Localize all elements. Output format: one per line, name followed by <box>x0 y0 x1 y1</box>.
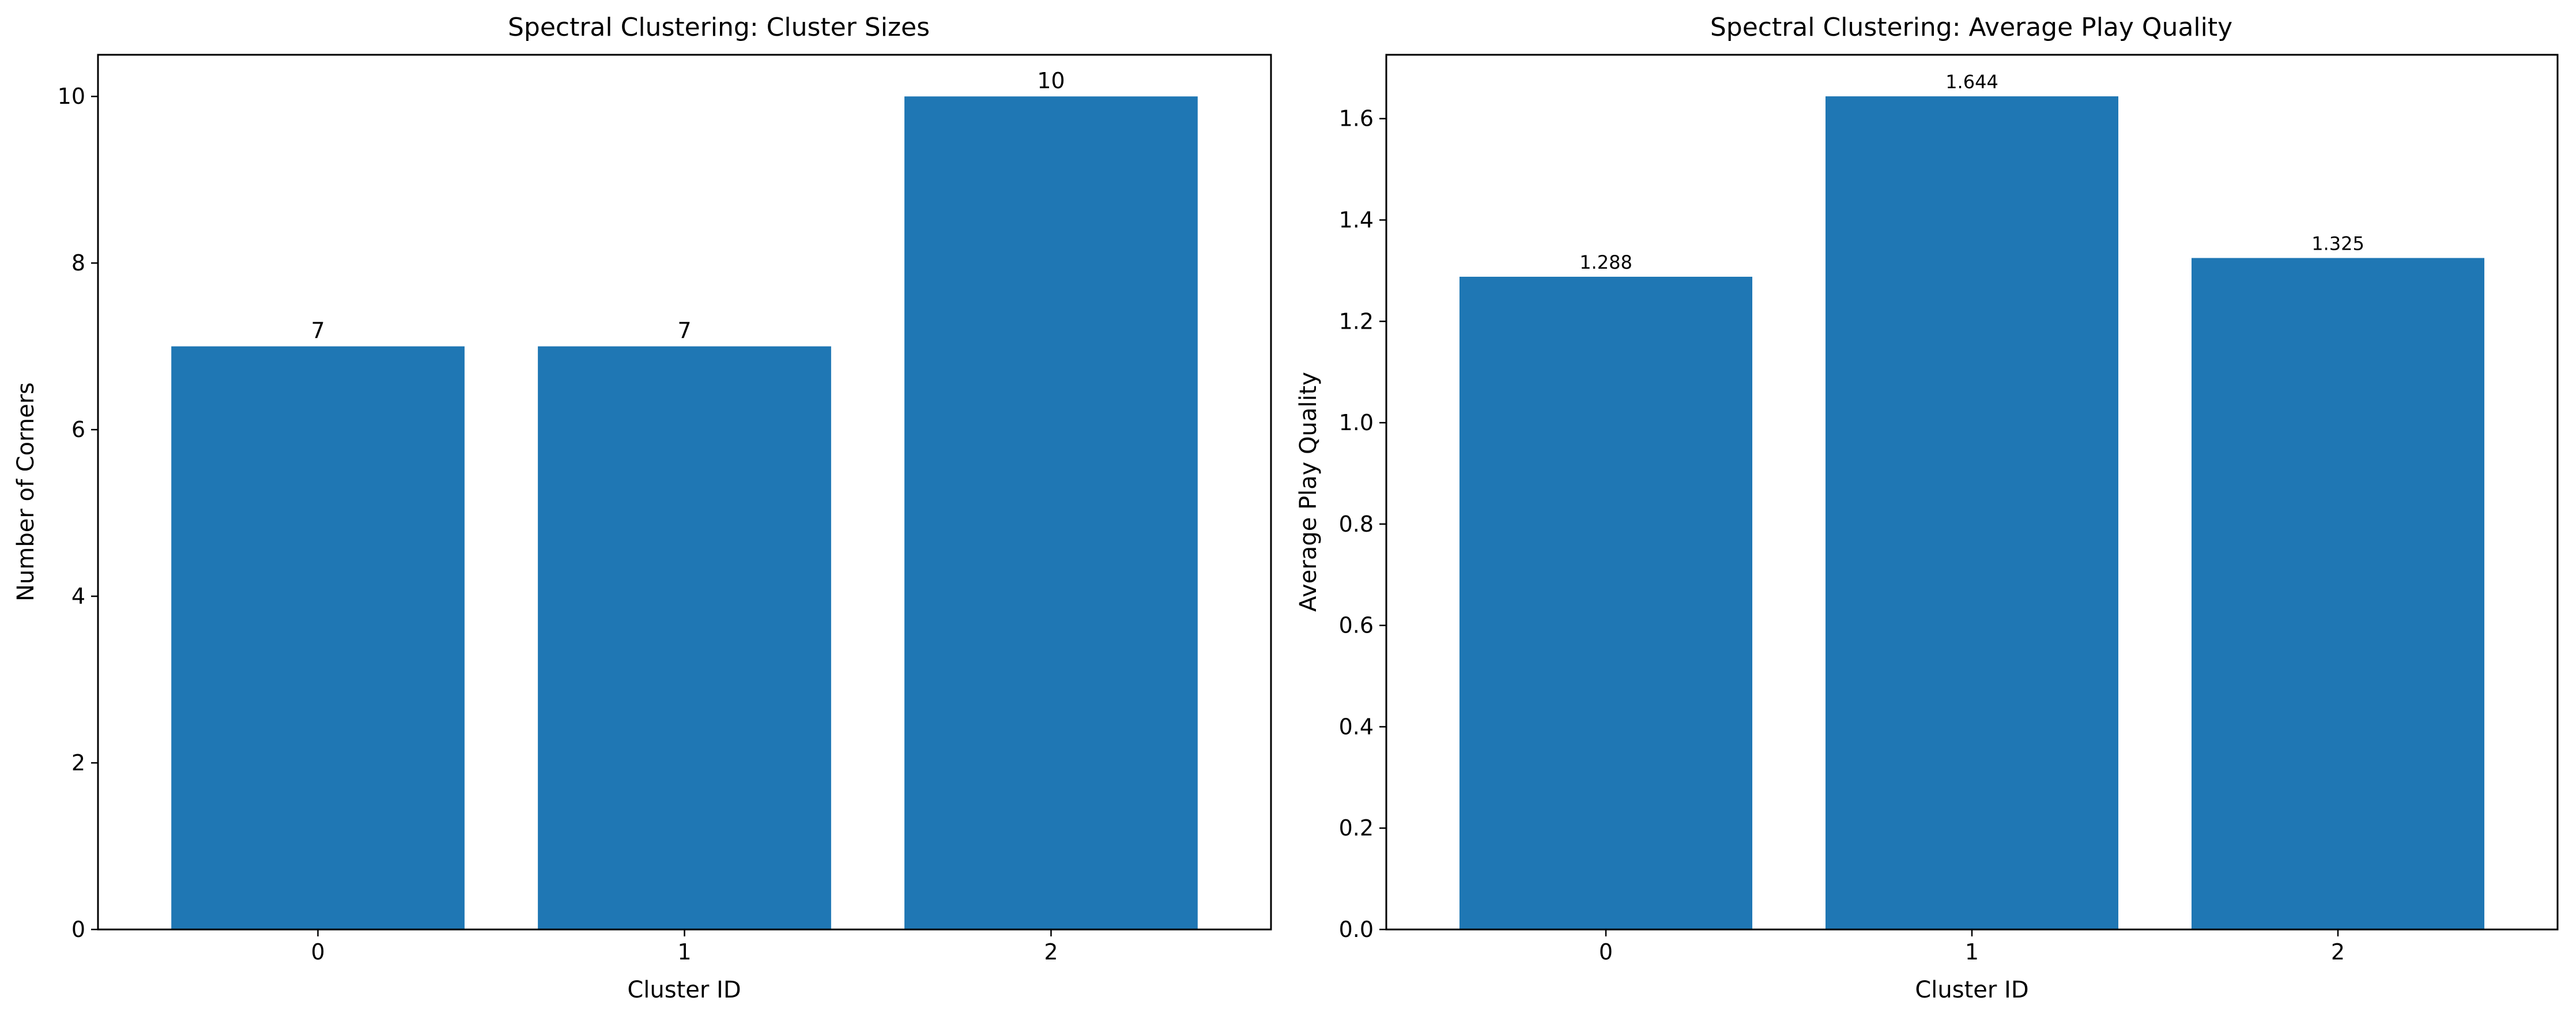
ticks-layer: 0 1 2 0.0 0.2 0.4 0.6 0.8 1.0 1.2 1.4 1.6 <box>1339 106 2345 965</box>
bar-value-label: 7 <box>677 318 691 344</box>
bar-cluster-0 <box>1459 276 1752 930</box>
y-tick-label: 0.0 <box>1339 917 1374 942</box>
x-tick-label: 2 <box>1044 939 1058 965</box>
bar-cluster-1 <box>1826 96 2118 929</box>
y-tick-label: 2 <box>71 750 85 776</box>
x-axis-label: Cluster ID <box>1915 977 2028 1003</box>
y-axis-label: Average Play Quality <box>1295 372 1322 612</box>
ticks-layer: 0 1 2 0 2 4 6 8 10 <box>58 84 1058 965</box>
y-tick-label: 1.0 <box>1339 410 1374 435</box>
bar-value-label: 1.325 <box>2311 232 2364 254</box>
bar-cluster-2 <box>904 96 1198 930</box>
y-tick-label: 0.2 <box>1339 815 1374 841</box>
bars-layer: 1.288 1.644 1.325 <box>1459 71 2484 930</box>
x-tick-label: 2 <box>2331 939 2345 965</box>
y-tick-label: 10 <box>58 84 85 109</box>
x-tick-label: 1 <box>677 939 691 965</box>
bar-value-label: 7 <box>311 318 325 344</box>
y-tick-label: 0 <box>71 917 85 942</box>
x-tick-label: 0 <box>1599 939 1613 965</box>
x-tick-label: 1 <box>1965 939 1979 965</box>
cluster-sizes-chart: Spectral Clustering: Cluster Sizes 7 7 10 … <box>13 13 1272 1003</box>
y-tick-label: 1.4 <box>1339 208 1374 233</box>
chart-title: Spectral Clustering: Average Play Qualit… <box>1710 13 2232 42</box>
bar-value-label: 10 <box>1037 68 1065 93</box>
bar-value-label: 1.288 <box>1579 251 1632 273</box>
plot-frame <box>97 54 1272 931</box>
y-tick-label: 4 <box>71 584 85 609</box>
chart-title: Spectral Clustering: Cluster Sizes <box>508 13 930 42</box>
y-tick-label: 0.8 <box>1339 511 1374 537</box>
y-tick-label: 0.4 <box>1339 714 1374 739</box>
average-play-quality-chart: Spectral Clustering: Average Play Qualit… <box>1295 13 2559 1003</box>
x-axis-label: Cluster ID <box>627 977 741 1003</box>
y-tick-label: 8 <box>71 250 85 276</box>
bar-value-label: 1.644 <box>1945 71 1998 93</box>
plot-frame <box>1385 54 2559 931</box>
y-tick-label: 6 <box>71 417 85 442</box>
y-tick-label: 1.6 <box>1339 106 1374 131</box>
bar-cluster-1 <box>538 346 831 929</box>
bar-cluster-0 <box>171 346 465 929</box>
x-tick-label: 0 <box>311 939 325 965</box>
bar-cluster-2 <box>2192 258 2484 929</box>
y-tick-label: 0.6 <box>1339 613 1374 638</box>
y-axis-label: Number of Corners <box>13 382 39 601</box>
bars-layer: 7 7 10 <box>171 68 1198 930</box>
y-tick-label: 1.2 <box>1339 308 1374 334</box>
